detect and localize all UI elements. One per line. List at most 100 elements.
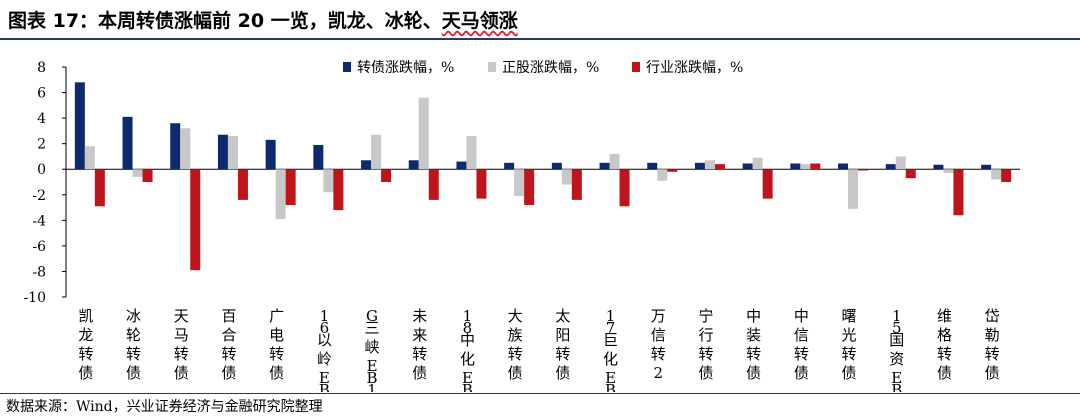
bar-2-2 [132,169,143,177]
bar-chart: 转债涨跌幅，% 正股涨跌幅，% 行业涨跌幅，% -10 -8 -6 -4 -2 0 2 4 6 8 凯… [23,60,1020,392]
bar-3-18 [905,169,916,179]
bar-2-14 [704,160,715,170]
y-tick-label: -2 [32,188,46,204]
bar-3-14 [714,164,725,170]
bar-1-15 [742,163,753,170]
bar-1-5 [265,139,276,170]
bar-3-10 [524,169,535,205]
x-tick-label: 冰轮转债 [126,307,141,382]
x-tick-label: 曙光转债 [842,307,857,382]
x-tick-label: 岱勒转债 [985,307,1000,382]
x-tick-label: 1 7 巨化 E B [603,307,618,392]
bar-3-12 [619,169,630,207]
y-tick-label: -10 [23,290,46,306]
bar-3-19 [953,169,964,216]
footer-divider [0,393,1080,394]
bar-2-19 [943,169,954,174]
x-tick-label: G 三峡 E B 1 [365,307,380,392]
bar-1-18 [885,164,896,170]
x-tick-label: 百合转债 [221,307,236,382]
legend-swatch-3 [632,62,640,72]
x-tick-label: 1 8 中化 E B [460,307,475,392]
bar-2-20 [991,169,1002,180]
bar-2-10 [514,169,525,197]
bar-3-17 [858,169,869,171]
x-tick-label: 1 6 以岭 E B [317,307,332,392]
bar-1-14 [694,162,705,170]
bar-3-4 [237,169,248,200]
bar-2-13 [657,169,668,181]
bar-2-12 [609,153,620,170]
bar-3-6 [333,169,344,211]
y-tick-label: 4 [37,111,46,127]
legend-swatch-1 [343,62,351,72]
title-divider [0,38,1080,40]
bar-1-11 [551,162,562,170]
x-tick-label: 大族转债 [508,307,523,382]
x-tick-label: 中装转债 [746,307,761,382]
bar-3-7 [381,169,392,182]
bar-3-13 [667,169,678,172]
x-tick-label: 1 5 国资 E B [889,307,904,392]
x-tick-label: 凯龙转债 [78,307,93,382]
legend-label-2: 正股涨跌幅，% [502,60,599,76]
y-tick-label: -6 [32,239,46,255]
page-title: 图表 17：本周转债涨幅前 20 一览，凯龙、冰轮、天马领涨 [8,6,518,33]
bar-3-5 [285,169,296,205]
y-tick-label: 6 [37,86,46,102]
bar-2-1 [84,146,95,170]
bar-1-7 [361,160,372,170]
y-tick-label: -4 [32,213,46,229]
legend-label-3: 行业涨跌幅，% [646,60,743,76]
x-tick-label: 未来转债 [412,307,427,382]
legend-label-1: 转债涨跌幅，% [357,60,454,76]
bar-3-15 [762,169,773,199]
bar-3-8 [428,169,439,200]
bar-1-10 [504,162,515,170]
bar-1-3 [170,123,181,170]
bar-2-11 [561,169,572,185]
x-tick-label: 维格转债 [937,307,952,382]
bar-2-9 [466,136,477,170]
bar-2-6 [323,169,334,193]
bar-1-17 [838,163,849,170]
bar-2-5 [275,169,286,220]
bar-1-8 [408,160,419,170]
bar-2-16 [800,164,811,170]
bar-3-11 [571,169,582,200]
x-tick-label: 太阳转债 [555,307,570,382]
bar-1-16 [790,163,801,170]
bar-3-2 [142,169,153,182]
bar-2-8 [418,97,429,170]
title-prefix: 图表 17：本周转债涨幅前 20 一览，凯龙、冰轮、 [8,10,442,32]
bar-3-16 [810,163,821,170]
source-note: 数据来源：Wind，兴业证券经济与金融研究院整理 [6,399,323,415]
y-tick-label: 8 [37,60,46,76]
x-tick-label: 天马转债 [174,307,189,382]
bar-3-9 [476,169,487,199]
y-tick-label: -8 [32,264,46,280]
title-highlight: 天马领涨 [441,10,518,32]
bar-1-4 [217,134,228,170]
x-tick-labels: 凯龙转债 冰轮转债 天马转债 百合转债 广电转债 1 6 以岭 E B G 三峡 E B 1 未来转债 1 8 中化… [78,307,999,392]
bar-2-4 [227,136,238,170]
bar-2-15 [752,157,763,170]
x-tick-label: 万信转 2 [651,307,666,382]
chart-bars [74,82,1012,271]
y-tick-label: 2 [37,137,46,153]
bar-3-20 [1001,169,1012,182]
x-tick-label: 宁行转债 [698,307,713,382]
bar-1-6 [313,144,324,170]
bar-2-3 [180,128,191,170]
bar-1-1 [74,82,85,170]
bar-2-7 [371,134,382,170]
bar-1-19 [933,164,944,170]
bar-1-20 [981,164,992,170]
y-tick-label: 0 [37,162,46,178]
bar-1-2 [122,116,133,170]
bar-2-17 [848,169,859,209]
legend-swatch-2 [488,62,496,72]
bar-1-12 [599,162,610,170]
bar-3-3 [190,169,201,271]
bar-1-9 [456,161,467,170]
